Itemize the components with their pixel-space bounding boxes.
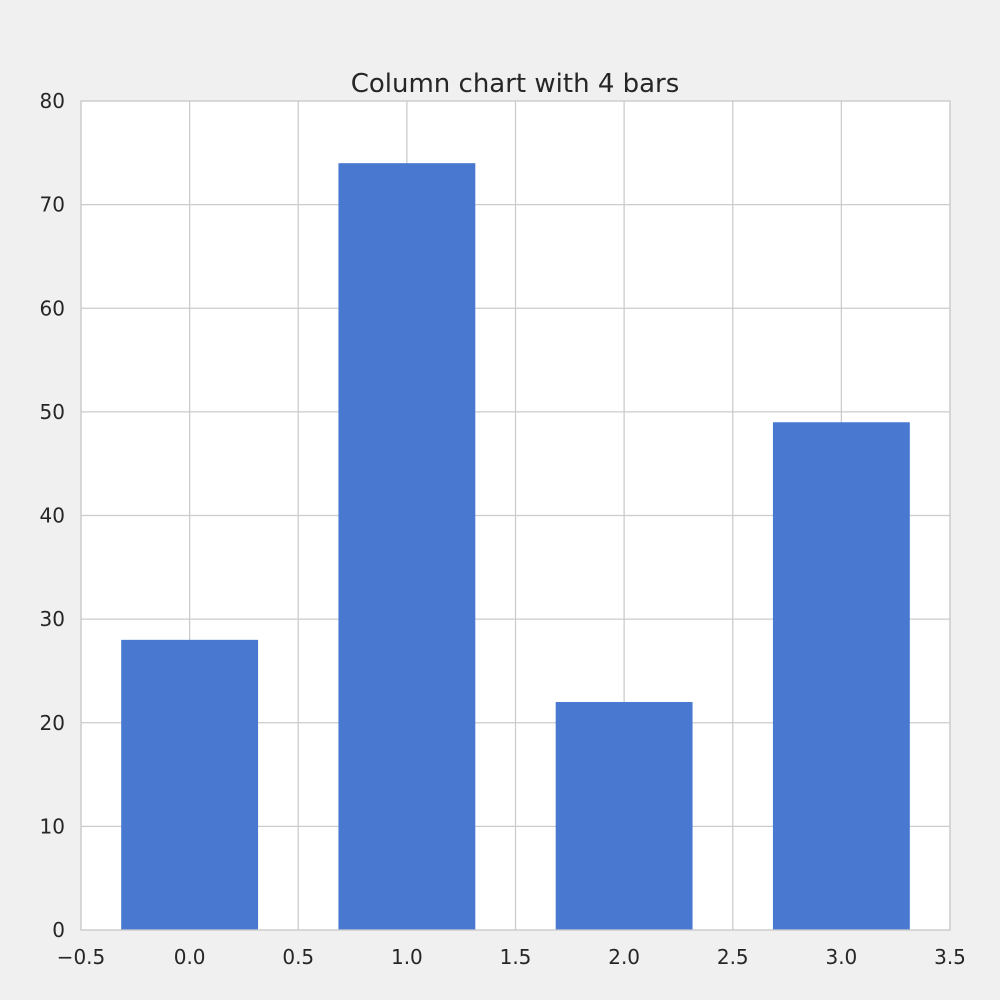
x-tick-label: 2.5 [717, 945, 749, 969]
y-tick-label: 60 [40, 296, 65, 320]
x-tick-label: 3.5 [934, 945, 966, 969]
y-tick-label: 70 [40, 193, 65, 217]
y-tick-label: 40 [40, 504, 65, 528]
x-tick-label: 0.5 [282, 945, 314, 969]
y-tick-label: 80 [40, 89, 65, 113]
bar-0 [121, 639, 259, 930]
x-tick-label: 1.0 [391, 945, 423, 969]
y-tick-label: 10 [40, 814, 65, 838]
x-axis-ticks: −0.5 0.0 0.5 1.0 1.5 2.0 2.5 3.0 3.5 [57, 945, 966, 969]
bars [121, 163, 910, 931]
bar-3 [772, 422, 910, 930]
bar-1 [338, 163, 476, 931]
y-axis-ticks: 0 10 20 30 40 50 60 70 80 [40, 89, 65, 942]
y-tick-label: 0 [52, 918, 65, 942]
bar-2 [555, 702, 693, 930]
chart-title: Column chart with 4 bars [351, 69, 680, 99]
y-tick-label: 30 [40, 607, 65, 631]
y-tick-label: 20 [40, 711, 65, 735]
x-tick-label: 0.0 [174, 945, 206, 969]
x-tick-label: −0.5 [57, 945, 106, 969]
plot-frame [80, 100, 951, 931]
y-tick-label: 50 [40, 400, 65, 424]
x-tick-label: 3.0 [825, 945, 857, 969]
x-tick-label: 2.0 [608, 945, 640, 969]
x-tick-label: 1.5 [500, 945, 532, 969]
